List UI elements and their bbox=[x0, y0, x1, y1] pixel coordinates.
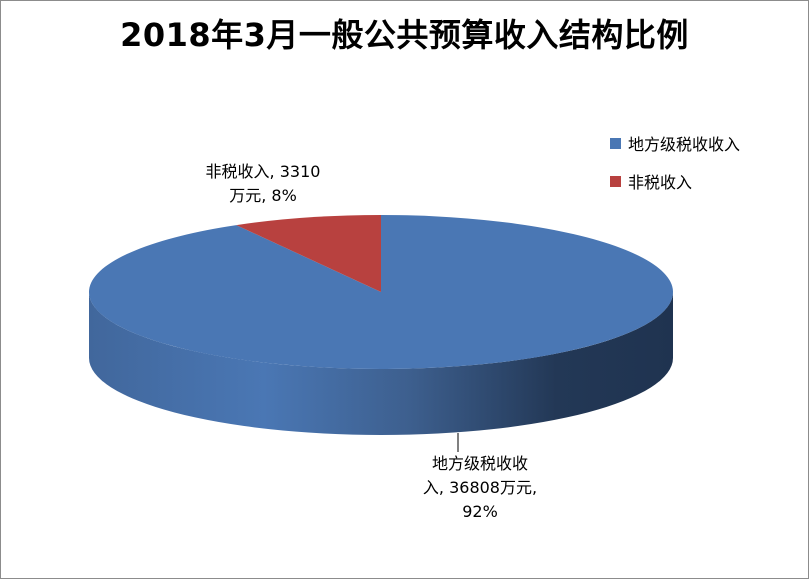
data-label-local-tax: 地方级税收收 入, 36808万元, 92% bbox=[400, 452, 560, 524]
legend-label-non-tax: 非税收入 bbox=[628, 173, 693, 192]
data-label-non-tax-line1: 非税收入, 3310 bbox=[205, 162, 321, 181]
data-label-local-tax-line1: 地方级税收收 bbox=[431, 454, 528, 473]
data-label-non-tax-line2: 万元, 8% bbox=[229, 186, 297, 205]
legend-item-local-tax: 地方级税收收入 bbox=[610, 131, 740, 155]
legend-swatch-local-tax bbox=[610, 137, 621, 149]
pie-side-wall bbox=[89, 292, 673, 435]
data-label-local-tax-line2: 入, 36808万元, bbox=[422, 478, 538, 497]
data-label-local-tax-line3: 92% bbox=[462, 502, 498, 521]
legend-label-local-tax: 地方级税收收入 bbox=[628, 135, 741, 154]
pie-slice-non-tax bbox=[236, 215, 381, 292]
legend: 地方级税收收入 非税收入 bbox=[610, 131, 740, 207]
chart-title: 2018年3月一般公共预算收入结构比例 bbox=[120, 16, 689, 54]
data-label-non-tax: 非税收入, 3310 万元, 8% bbox=[188, 160, 338, 208]
legend-swatch-non-tax bbox=[610, 175, 621, 187]
legend-item-non-tax: 非税收入 bbox=[610, 169, 740, 193]
